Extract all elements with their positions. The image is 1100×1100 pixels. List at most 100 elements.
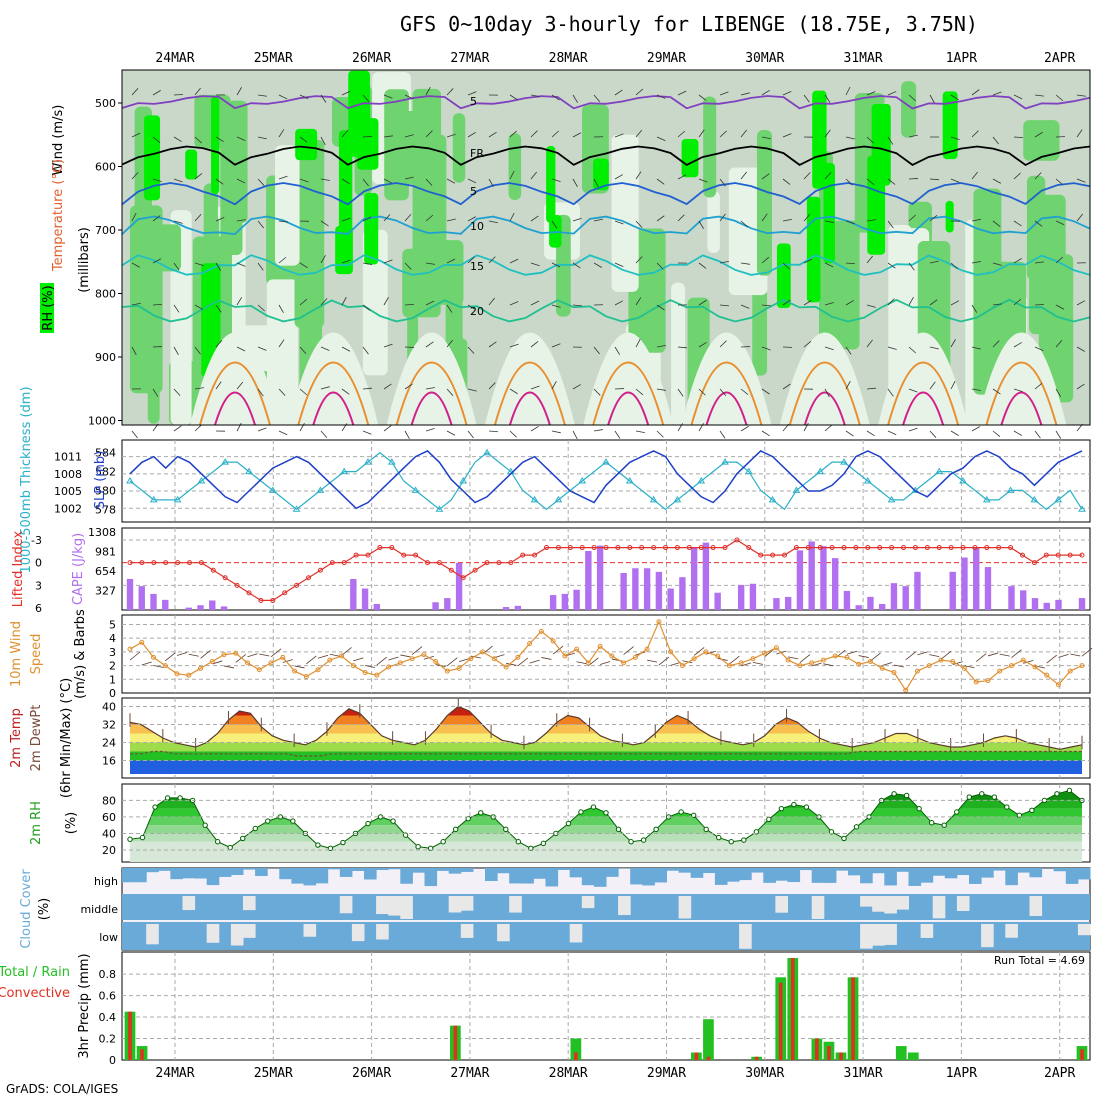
upper-wind-barb: [1055, 340, 1063, 348]
rh-marker: [240, 835, 246, 842]
upper-wind-barb: [614, 174, 624, 180]
upper-wind-barb: [509, 301, 519, 306]
lifted-index-marker: [615, 545, 621, 551]
upper-wind-barb: [446, 88, 454, 96]
lifted-index-marker: [472, 567, 478, 573]
rh-marker: [227, 844, 233, 851]
rh-marker: [615, 826, 622, 833]
cloud-high-bar: [448, 868, 462, 874]
wind-speed-marker: [268, 660, 274, 666]
upper-wind-barb: [131, 88, 139, 96]
upper-wind-barb: [383, 297, 389, 306]
upper-wind-barb: [803, 299, 812, 306]
cape-bar: [455, 562, 463, 610]
wind-speed-marker: [809, 660, 815, 666]
cloud-high-bar: [388, 868, 401, 870]
upper-wind-barb: [467, 388, 477, 392]
rh-fill-band: [130, 833, 1082, 842]
upper-wind-barb: [551, 430, 561, 434]
wind-speed-marker: [162, 663, 168, 669]
wind-speed-marker: [480, 649, 486, 655]
lifted-tick-label: 6: [35, 602, 42, 615]
upper-wind-barb: [635, 129, 643, 138]
thickness-tick-label: 582: [95, 466, 116, 479]
wind-barb: [729, 655, 740, 665]
cloud-high-bar: [993, 868, 1006, 871]
upper-wind-barb: [803, 340, 812, 348]
cloud-high-bar: [339, 868, 353, 877]
lifted-tick-label: 3: [35, 579, 42, 592]
upper-wind-barb: [1013, 388, 1023, 393]
upper-wind-barb: [278, 129, 285, 138]
cape-bar: [902, 586, 909, 610]
rh-high-band: [357, 118, 379, 170]
date-label-bottom: 28MAR: [549, 1066, 588, 1081]
cloud-high-bar: [134, 868, 147, 883]
cape-bar: [549, 595, 557, 610]
wind-speed-marker: [820, 657, 826, 663]
wind-speed-marker: [1044, 672, 1050, 678]
cape-bar: [1078, 598, 1086, 610]
wind-speed-marker: [127, 646, 133, 652]
upper-wind-barb: [278, 256, 287, 264]
lifted-index-marker: [889, 545, 895, 551]
upper-wind-barb: [992, 136, 999, 145]
wind-ylabel-c: (m/s) & Barbs: [73, 609, 88, 699]
date-label-bottom: 1APR: [946, 1066, 977, 1081]
wind-speed-marker: [233, 650, 239, 656]
lifted-index-marker: [496, 560, 502, 566]
upper-wind-barb: [299, 178, 309, 183]
cloud-high-bar: [1017, 868, 1030, 873]
wind-speed-marker: [350, 663, 356, 669]
rh-color-key: [40, 283, 54, 333]
upper-wind-barb: [299, 298, 308, 306]
upper-wind-barb: [530, 300, 540, 306]
isotherm-line: [121, 95, 1091, 110]
lifted-index-marker: [484, 560, 490, 566]
cape-bar: [879, 604, 886, 610]
cloud-high-bar: [593, 868, 607, 887]
lifted-index-marker: [151, 560, 157, 566]
cape-bar: [138, 586, 145, 610]
wind-speed-marker: [668, 649, 674, 655]
cloud-gap-bar: [872, 924, 885, 946]
upper-wind-barb: [425, 214, 434, 222]
upper-wind-barb: [467, 178, 477, 184]
upper-wind-barb: [656, 304, 665, 311]
upper-wind-barb: [341, 346, 351, 352]
temp-tick-label: 24: [102, 737, 116, 750]
lifted-index-marker: [912, 545, 918, 551]
rh-marker: [290, 818, 296, 824]
upper-wind-barb: [1055, 430, 1062, 439]
upper-wind-barb: [404, 304, 415, 306]
cloud-high-bar: [884, 868, 897, 886]
wind-barb: [811, 662, 822, 667]
thickness-tick-label: 580: [95, 484, 116, 497]
cloud-gap-bar: [569, 924, 583, 943]
upper-wind-barb: [488, 382, 496, 390]
cape-bar: [690, 547, 698, 610]
cape-bar: [185, 607, 192, 610]
lifted-index-marker: [734, 537, 740, 543]
upper-wind-barb: [572, 262, 581, 269]
upper-wind-barb: [845, 136, 855, 140]
cloud-level-label: middle: [80, 903, 118, 916]
wind-speed-marker: [315, 667, 321, 673]
upper-wind-barb: [173, 304, 180, 313]
lifted-index-marker: [627, 545, 633, 551]
upper-wind-barb: [761, 388, 770, 395]
upper-wind-barb: [194, 346, 201, 355]
upper-wind-barb: [236, 136, 246, 141]
lifted-index-marker: [710, 545, 716, 551]
wind-speed-marker: [221, 652, 227, 658]
cloud-high-bar: [533, 868, 546, 879]
rh-marker: [478, 810, 484, 816]
cape-bar: [220, 606, 228, 610]
lifted-index-marker: [746, 545, 752, 551]
upper-wind-barb: [341, 388, 350, 395]
wind-barb: [282, 659, 293, 663]
upper-wind-barb: [971, 218, 981, 222]
upper-wind-barb: [152, 304, 163, 306]
cloud-high-bar: [243, 868, 256, 870]
precip-tick-label: 0.6: [99, 990, 117, 1003]
